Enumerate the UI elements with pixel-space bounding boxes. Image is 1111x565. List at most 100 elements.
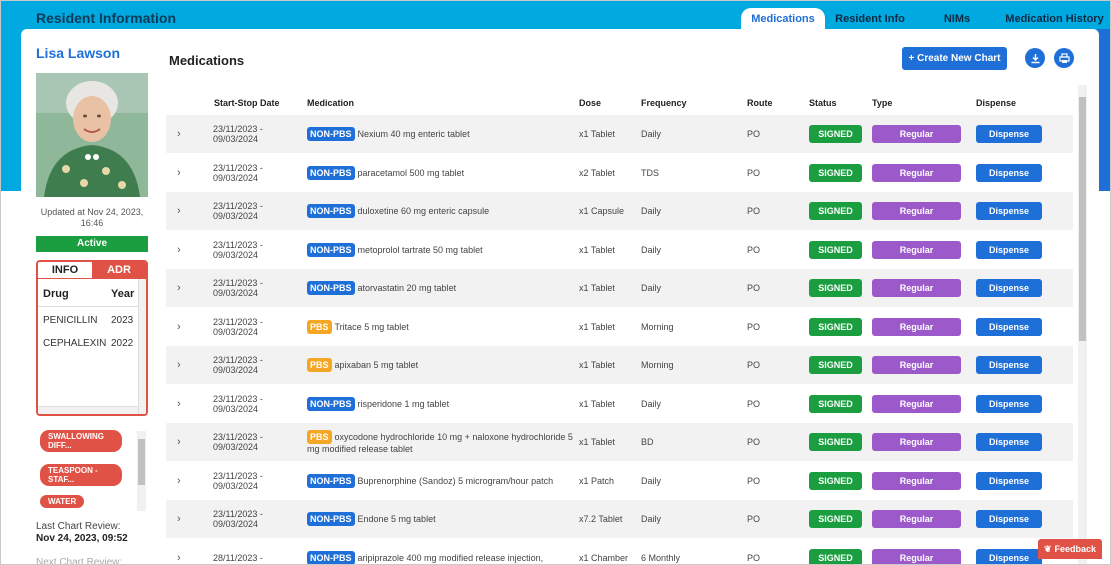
type-badge[interactable]: Regular [872, 356, 961, 374]
adr-horizontal-scrollbar[interactable] [38, 406, 138, 414]
type-badge[interactable]: Regular [872, 433, 961, 451]
stop-date: 09/03/2024 [213, 519, 259, 529]
table-row[interactable]: › 23/11/2023 -09/03/2024 NON-PBS metoprolol… [166, 231, 1073, 269]
col-dispense[interactable]: Dispense [976, 98, 1017, 108]
table-row[interactable]: › 28/11/2023 - NON-PBS aripiprazole 400 mg … [166, 539, 1073, 564]
care-tag[interactable]: SWALLOWING DIFF... [40, 430, 122, 452]
dispense-button[interactable]: Dispense [976, 395, 1042, 413]
tags-scroll-thumb[interactable] [138, 439, 145, 485]
dose: x1 Chamber [579, 553, 629, 563]
table-row[interactable]: › 23/11/2023 -09/03/2024 NON-PBS duloxetine… [166, 192, 1073, 230]
type-badge[interactable]: Regular [872, 125, 961, 143]
table-row[interactable]: › 23/11/2023 -09/03/2024 NON-PBS Nexium 40 … [166, 115, 1073, 153]
expand-chevron-icon[interactable]: › [177, 244, 181, 256]
col-start-stop-date[interactable]: Start-Stop Date [214, 98, 280, 108]
status-badge: SIGNED [809, 356, 862, 374]
col-dose[interactable]: Dose [579, 98, 602, 108]
status-badge: SIGNED [809, 472, 862, 490]
table-row[interactable]: › 23/11/2023 -09/03/2024 NON-PBS atorvastat… [166, 269, 1073, 307]
col-status[interactable]: Status [809, 98, 837, 108]
dispense-button[interactable]: Dispense [976, 356, 1042, 374]
tab-info[interactable]: INFO [38, 262, 92, 279]
expand-chevron-icon[interactable]: › [177, 282, 181, 294]
expand-chevron-icon[interactable]: › [177, 359, 181, 371]
care-tag[interactable]: TEASPOON - STAF... [40, 464, 122, 486]
table-row[interactable]: › 23/11/2023 -09/03/2024 PBS apixaban 5 mg … [166, 346, 1073, 384]
dispense-button[interactable]: Dispense [976, 125, 1042, 143]
type-badge[interactable]: Regular [872, 510, 961, 528]
table-row[interactable]: › 23/11/2023 -09/03/2024 PBS Tritace 5 mg t… [166, 308, 1073, 346]
status-badge: SIGNED [809, 318, 862, 336]
tab-nims[interactable]: NIMs [943, 12, 971, 25]
dispense-button[interactable]: Dispense [976, 549, 1042, 564]
expand-chevron-icon[interactable]: › [177, 552, 181, 564]
dispense-button[interactable]: Dispense [976, 279, 1042, 297]
download-button[interactable] [1025, 48, 1045, 68]
table-row[interactable]: › 23/11/2023 -09/03/2024 NON-PBS Endone 5 m… [166, 500, 1073, 538]
dispense-button[interactable]: Dispense [976, 164, 1042, 182]
status-badge: SIGNED [809, 279, 862, 297]
type-badge[interactable]: Regular [872, 472, 961, 490]
expand-chevron-icon[interactable]: › [177, 513, 181, 525]
stop-date: 09/03/2024 [213, 250, 259, 260]
dispense-button[interactable]: Dispense [976, 241, 1042, 259]
start-date: 23/11/2023 - [213, 432, 263, 442]
expand-chevron-icon[interactable]: › [177, 167, 181, 179]
table-scroll-thumb[interactable] [1079, 97, 1086, 341]
dispense-button[interactable]: Dispense [976, 318, 1042, 336]
type-badge[interactable]: Regular [872, 395, 961, 413]
tab-medications[interactable]: Medications [741, 8, 825, 29]
tags-scrollbar[interactable] [137, 431, 146, 511]
dispense-button[interactable]: Dispense [976, 472, 1042, 490]
medication-cell: NON-PBS paracetamol 500 mg tablet [307, 154, 575, 192]
feedback-button[interactable]: ❦ Feedback [1038, 539, 1102, 559]
table-row[interactable]: › 23/11/2023 -09/03/2024 PBS oxycodone hydr… [166, 423, 1073, 461]
medication-cell: NON-PBS aripiprazole 400 mg modified rele… [307, 539, 575, 564]
dose: x7.2 Tablet [579, 514, 623, 524]
adr-panel: INFO ADR Drug Year PENICILLIN 2023 CEPHA… [36, 260, 148, 416]
tab-medication-history[interactable]: Medication History [1005, 12, 1104, 25]
col-medication[interactable]: Medication [307, 98, 355, 108]
frequency: Daily [641, 514, 662, 524]
table-row[interactable]: › 23/11/2023 -09/03/2024 NON-PBS paracetamo… [166, 154, 1073, 192]
medication-cell: NON-PBS Nexium 40 mg enteric tablet [307, 115, 575, 153]
table-row[interactable]: › 23/11/2023 -09/03/2024 NON-PBS Buprenorph… [166, 462, 1073, 500]
dispense-button[interactable]: Dispense [976, 510, 1042, 528]
expand-chevron-icon[interactable]: › [177, 475, 181, 487]
print-button[interactable] [1054, 48, 1074, 68]
date-range: 23/11/2023 -09/03/2024 [213, 308, 263, 346]
tab-resident-info[interactable]: Resident Info [835, 12, 905, 25]
status-badge: SIGNED [809, 125, 862, 143]
expand-chevron-icon[interactable]: › [177, 205, 181, 217]
col-route[interactable]: Route [747, 98, 773, 108]
dispense-button[interactable]: Dispense [976, 202, 1042, 220]
type-badge[interactable]: Regular [872, 241, 961, 259]
expand-chevron-icon[interactable]: › [177, 398, 181, 410]
type-badge[interactable]: Regular [872, 318, 961, 336]
care-tag[interactable]: WATER [40, 495, 85, 508]
medication-name: aripiprazole 400 mg modified release inj… [357, 553, 544, 563]
pbs-badge: NON-PBS [307, 243, 355, 257]
table-scrollbar[interactable] [1078, 85, 1087, 564]
expand-chevron-icon[interactable]: › [177, 321, 181, 333]
col-type[interactable]: Type [872, 98, 893, 108]
type-badge[interactable]: Regular [872, 279, 961, 297]
stop-date: 09/03/2024 [213, 404, 259, 414]
dispense-button[interactable]: Dispense [976, 433, 1042, 451]
type-badge[interactable]: Regular [872, 202, 961, 220]
create-new-chart-button[interactable]: + Create New Chart [902, 47, 1007, 70]
adr-vertical-scrollbar[interactable] [138, 279, 146, 414]
status-badge: SIGNED [809, 164, 862, 182]
medication-cell: PBS apixaban 5 mg tablet [307, 346, 575, 384]
pbs-badge: NON-PBS [307, 474, 355, 488]
type-badge[interactable]: Regular [872, 549, 961, 564]
expand-chevron-icon[interactable]: › [177, 128, 181, 140]
medication-name: Endone 5 mg tablet [357, 514, 436, 524]
header-accent-strip [1097, 29, 1110, 191]
tab-adr[interactable]: ADR [92, 262, 146, 279]
col-frequency[interactable]: Frequency [641, 98, 687, 108]
type-badge[interactable]: Regular [872, 164, 961, 182]
expand-chevron-icon[interactable]: › [177, 436, 181, 448]
table-row[interactable]: › 23/11/2023 -09/03/2024 NON-PBS risperidon… [166, 385, 1073, 423]
start-date: 23/11/2023 - [213, 317, 263, 327]
